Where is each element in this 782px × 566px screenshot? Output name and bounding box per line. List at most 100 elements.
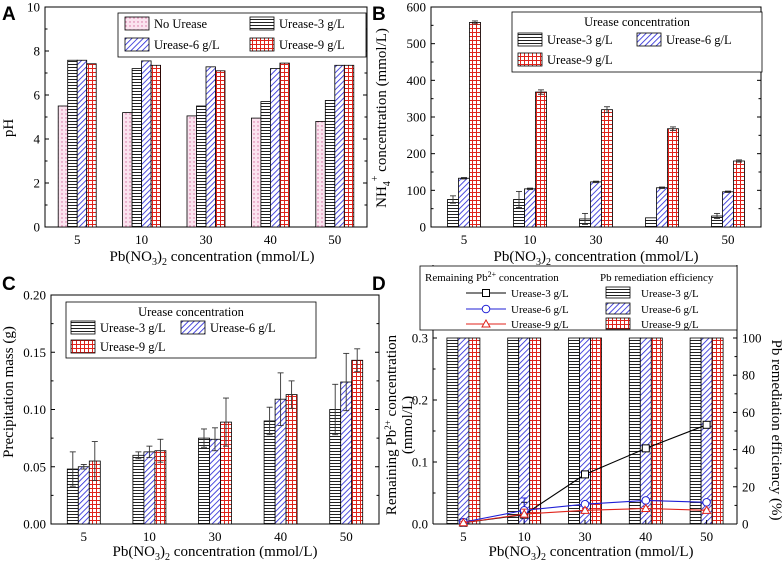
marker-square bbox=[581, 470, 589, 479]
bar bbox=[639, 337, 652, 525]
bar bbox=[535, 91, 547, 228]
legend-bar-label-urease-3: Urease-3 g/L bbox=[641, 288, 699, 300]
y-tick-label: 300 bbox=[407, 110, 427, 125]
panel-b-label: B bbox=[372, 4, 386, 25]
y-tick-label: 0.10 bbox=[23, 402, 46, 417]
x-tick-label: 10 bbox=[143, 529, 156, 544]
marker-circle bbox=[702, 498, 711, 507]
panel-a-xlabel: Pb(NO3)2 concentration (mmol/L) bbox=[110, 249, 315, 268]
legend-label-urease-6: Urease-6 g/L bbox=[154, 38, 220, 52]
y-tick-label: 100 bbox=[407, 183, 427, 198]
legend-bar-label-urease-6: Urease-6 g/L bbox=[641, 304, 699, 316]
marker-triangle bbox=[580, 505, 590, 514]
bar bbox=[122, 112, 133, 228]
bar bbox=[269, 68, 281, 228]
marker-triangle bbox=[519, 509, 530, 518]
x-tick-label: 50 bbox=[722, 232, 735, 247]
panel-d-ylabel-line1: Remaining Pb2+ concentration bbox=[383, 334, 400, 515]
bar bbox=[590, 337, 602, 525]
bar bbox=[186, 115, 197, 228]
x-tick-label: 5 bbox=[460, 529, 467, 544]
x-tick-label: 40 bbox=[264, 232, 277, 247]
panel-c-legend-title: Urease concentration bbox=[138, 305, 245, 319]
panel-a-ylabel: pH bbox=[1, 119, 17, 138]
y-tick-label: 600 bbox=[407, 0, 427, 15]
y-tick-label: 10 bbox=[27, 0, 40, 15]
x-tick-label: 50 bbox=[340, 529, 353, 544]
bar bbox=[568, 337, 580, 525]
bar bbox=[76, 59, 88, 228]
x-tick-label: 50 bbox=[328, 232, 341, 247]
bar bbox=[733, 160, 745, 228]
bar bbox=[263, 420, 276, 525]
x-tick-label: 5 bbox=[81, 529, 88, 544]
bar bbox=[351, 359, 364, 525]
panel-c-plot: 0.00 0.05 0.10 0.15 0.20 5 10 30 40 50 bbox=[23, 288, 380, 544]
bar bbox=[205, 66, 216, 228]
bar bbox=[457, 337, 470, 525]
bar bbox=[446, 337, 459, 525]
bar bbox=[343, 64, 355, 228]
bar bbox=[143, 451, 156, 525]
y-tick-label: 0.1 bbox=[412, 455, 428, 470]
bar bbox=[507, 337, 520, 525]
y-tick-label: 0.15 bbox=[23, 345, 46, 360]
y-tick-label: 6 bbox=[34, 88, 41, 103]
panel-d: D 0.0 0.1 0.2 0.3 0 20 40 60 80 100 5 10 30 40 50 Pb(N… bbox=[372, 265, 782, 563]
panel-a: A 0 2 4 6 8 10 5 10 30 40 50 Pb(NO3)2 concentratio… bbox=[1, 0, 368, 268]
y-tick-label: 0.05 bbox=[23, 459, 46, 474]
panel-a-legend-box bbox=[117, 12, 367, 58]
y2-tick-label: 40 bbox=[742, 442, 755, 457]
x-tick-label: 30 bbox=[579, 529, 592, 544]
bar bbox=[279, 62, 290, 228]
bar bbox=[656, 187, 668, 228]
bar bbox=[86, 63, 97, 228]
bar bbox=[645, 217, 657, 228]
y-tick-label: 4 bbox=[34, 132, 41, 147]
bar bbox=[215, 70, 226, 228]
panel-b-ylabel: NH4+ concentration (mmol/L) bbox=[370, 28, 393, 208]
bar bbox=[57, 105, 69, 228]
y-tick-label: 0.3 bbox=[412, 331, 428, 346]
marker-triangle bbox=[701, 505, 712, 514]
bar bbox=[579, 337, 591, 525]
legend-marker-square bbox=[482, 289, 490, 297]
x-tick-label: 10 bbox=[518, 529, 531, 544]
bar bbox=[285, 394, 298, 525]
y-tick-label: 0.0 bbox=[412, 517, 428, 532]
legend-swatch-no-urease bbox=[124, 16, 150, 31]
bar bbox=[469, 21, 481, 228]
bar bbox=[524, 188, 536, 228]
y-tick-label: 0.00 bbox=[23, 517, 46, 532]
panel-d-legend-left-title: Remaining Pb2+ concentration bbox=[425, 270, 559, 284]
x-tick-label: 40 bbox=[656, 232, 669, 247]
legend-label-urease-6: Urease-6 g/L bbox=[666, 33, 732, 47]
panel-b-legend-title: Urease concentration bbox=[584, 15, 691, 29]
bar bbox=[628, 337, 641, 525]
marker-circle bbox=[641, 496, 651, 505]
legend-marker-triangle bbox=[481, 318, 491, 328]
x-tick-label: 30 bbox=[200, 232, 213, 247]
legend-swatch-urease-6 bbox=[636, 32, 662, 47]
legend-label-urease-3: Urease-3 g/L bbox=[100, 321, 166, 335]
bar bbox=[141, 60, 152, 228]
panel-a-label: A bbox=[2, 4, 16, 25]
legend-line-label-urease-3: Urease-3 g/L bbox=[511, 288, 569, 300]
x-tick-label: 30 bbox=[209, 529, 222, 544]
panel-d-y2label: Pb remediation efficiency (%) bbox=[768, 340, 782, 521]
legend-swatch-urease-6 bbox=[605, 302, 631, 315]
bar bbox=[315, 121, 326, 228]
marker-triangle bbox=[458, 517, 469, 527]
legend-swatch-urease-3 bbox=[249, 16, 275, 31]
bar bbox=[334, 64, 345, 228]
bar bbox=[590, 181, 602, 228]
panel-b: B 0 100 200 300 400 500 600 5 10 30 40 50 Pb(NO3)2 … bbox=[370, 0, 763, 268]
bar bbox=[601, 109, 613, 228]
marker-triangle bbox=[640, 503, 651, 512]
bar bbox=[260, 101, 271, 228]
y-tick-label: 0.20 bbox=[23, 288, 46, 303]
bar bbox=[468, 337, 481, 525]
legend-swatch-urease-9 bbox=[249, 37, 275, 52]
bar bbox=[518, 337, 531, 525]
legend-swatch-urease-3 bbox=[605, 286, 631, 299]
